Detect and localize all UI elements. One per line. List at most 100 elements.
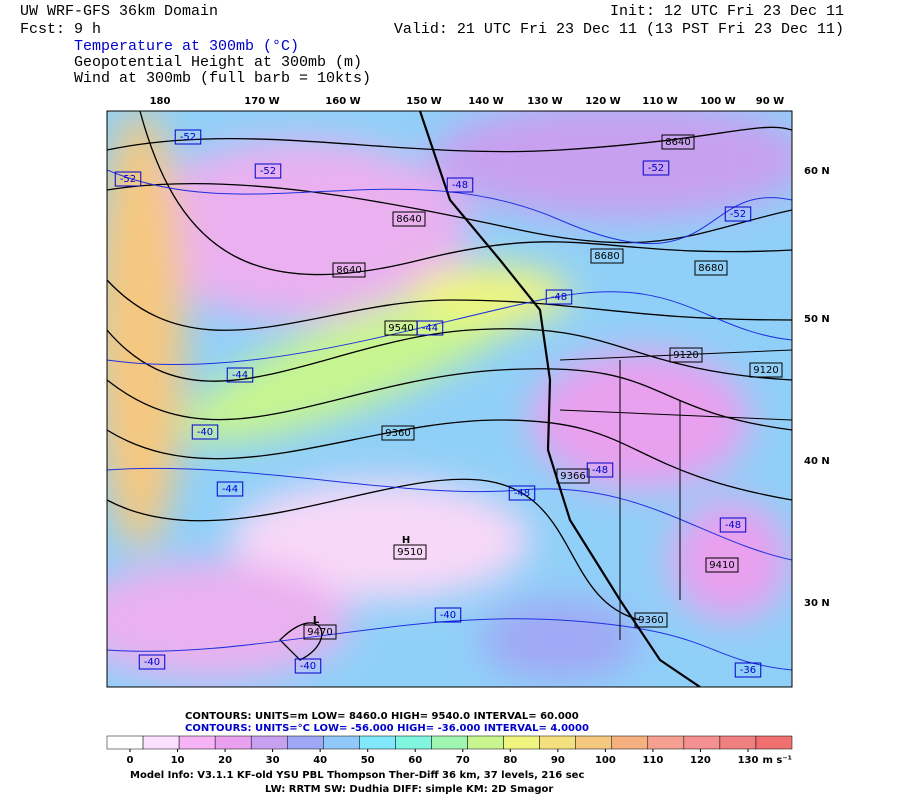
title: UW WRF-GFS 36km Domain bbox=[20, 3, 218, 20]
temp-label-box bbox=[216, 481, 244, 497]
colorbar-swatch bbox=[683, 735, 721, 750]
temp-label-box bbox=[434, 607, 462, 623]
field-label: Wind at 300mb (full barb = 10kts) bbox=[74, 70, 371, 87]
colorbar-tick-label: 10 bbox=[171, 755, 185, 766]
field-label: Geopotential Height at 300mb (m) bbox=[74, 54, 362, 71]
colorbar-units: m s⁻¹ bbox=[762, 755, 792, 766]
colorbar-tick-label: 20 bbox=[218, 755, 232, 766]
temp-label-box bbox=[446, 177, 474, 193]
colorbar-tick-label: 100 bbox=[595, 755, 616, 766]
temp-label-box bbox=[719, 517, 747, 533]
temp-label-box bbox=[508, 485, 536, 501]
lat-label: 50 N bbox=[804, 314, 830, 325]
temp-label: -52 bbox=[260, 166, 276, 177]
height-label-box bbox=[705, 557, 739, 573]
height-label-box bbox=[669, 347, 703, 363]
colorbar-tick-label: 60 bbox=[408, 755, 422, 766]
height-label: 8640 bbox=[396, 214, 421, 225]
height-label: 8680 bbox=[594, 251, 619, 262]
field-label: Temperature at 300mb (°C) bbox=[74, 38, 299, 55]
height-label-box bbox=[392, 211, 426, 227]
temp-label: -48 bbox=[551, 292, 567, 303]
temp-label-box bbox=[191, 424, 219, 440]
temp-label: -52 bbox=[730, 209, 746, 220]
colorbar-tick-label: 80 bbox=[503, 755, 517, 766]
lat-label: 40 N bbox=[804, 456, 830, 467]
lat-label: 60 N bbox=[804, 166, 830, 177]
lon-label: 110 W bbox=[642, 96, 677, 107]
height-label-box bbox=[393, 544, 427, 560]
lon-label: 160 W bbox=[325, 96, 360, 107]
temp-label-box bbox=[416, 320, 444, 336]
temp-label: -48 bbox=[452, 180, 468, 191]
colorbar-swatch bbox=[503, 735, 540, 750]
lon-label: 100 W bbox=[700, 96, 735, 107]
valid-time: Valid: 21 UTC Fri 23 Dec 11 (13 PST Fri … bbox=[394, 21, 844, 38]
colorbar-tick-label: 30 bbox=[266, 755, 280, 766]
colorbar-swatch bbox=[142, 735, 180, 750]
temp-label: -40 bbox=[144, 657, 160, 668]
colorbar-swatch bbox=[611, 735, 649, 750]
height-label-box bbox=[694, 260, 728, 276]
height-label: 9540 bbox=[388, 323, 413, 334]
temp-label: -48 bbox=[725, 520, 741, 531]
height-label: 9510 bbox=[397, 547, 422, 558]
temp-label-box bbox=[734, 662, 762, 678]
temp-label-box bbox=[642, 160, 670, 176]
map-field bbox=[107, 111, 792, 687]
colorbar-swatch bbox=[575, 735, 612, 750]
colorbar-swatch bbox=[539, 735, 576, 750]
colorbar-swatch bbox=[359, 735, 396, 750]
map-frame bbox=[106, 110, 793, 688]
temp-label: -48 bbox=[592, 465, 608, 476]
colorbar-swatch bbox=[647, 735, 685, 750]
temp-label-box bbox=[724, 206, 752, 222]
forecast-hour: Fcst: 9 h bbox=[20, 21, 101, 38]
colorbar-tick-label: 50 bbox=[361, 755, 375, 766]
temp-label: -40 bbox=[440, 610, 456, 621]
temp-label-box bbox=[294, 658, 322, 674]
lon-label: 140 W bbox=[468, 96, 503, 107]
colorbar-tick-label: 130 bbox=[738, 755, 759, 766]
temp-label: -52 bbox=[180, 132, 196, 143]
temp-label: -52 bbox=[120, 174, 136, 185]
height-label-box bbox=[749, 362, 783, 378]
height-label: 9410 bbox=[709, 560, 734, 571]
height-label: 9120 bbox=[753, 365, 778, 376]
colorbar-swatch bbox=[395, 735, 432, 750]
temp-label-box bbox=[114, 171, 142, 187]
temp-label-box bbox=[138, 654, 166, 670]
colorbar-tick-label: 90 bbox=[551, 755, 565, 766]
temp-label: -40 bbox=[300, 661, 316, 672]
lon-label: 90 W bbox=[756, 96, 784, 107]
height-label-box bbox=[634, 612, 668, 628]
colorbar-swatch bbox=[323, 735, 360, 750]
height-label-box bbox=[303, 624, 337, 640]
temp-label-box bbox=[226, 367, 254, 383]
colorbar-swatch bbox=[467, 735, 504, 750]
temp-label-box bbox=[586, 462, 614, 478]
colorbar-tick-label: 70 bbox=[456, 755, 470, 766]
temp-label-box bbox=[174, 129, 202, 145]
temp-label: -48 bbox=[514, 488, 530, 499]
colorbar-swatch bbox=[287, 735, 324, 750]
contour-info: CONTOURS: UNITS=m LOW= 8460.0 HIGH= 9540… bbox=[185, 711, 579, 722]
temp-label: -52 bbox=[648, 163, 664, 174]
contour-info: CONTOURS: UNITS=°C LOW= -56.000 HIGH= -3… bbox=[185, 723, 589, 734]
colorbar-swatch bbox=[719, 735, 757, 750]
model-info: Model Info: V3.1.1 KF-old YSU PBL Thomps… bbox=[130, 770, 584, 781]
colorbar-swatch bbox=[755, 735, 793, 750]
high-marker: H bbox=[402, 535, 410, 546]
height-label-box bbox=[590, 248, 624, 264]
lon-label: 170 W bbox=[244, 96, 279, 107]
temp-label: -36 bbox=[740, 665, 756, 676]
temp-label: -40 bbox=[197, 427, 213, 438]
model-info: LW: RRTM SW: Dudhia DIFF: simple KM: 2D … bbox=[265, 784, 553, 795]
colorbar-swatch bbox=[250, 735, 288, 750]
colorbar-swatch bbox=[431, 735, 468, 750]
height-label-box bbox=[381, 425, 415, 441]
height-label: 9366 bbox=[560, 471, 585, 482]
init-time: Init: 12 UTC Fri 23 Dec 11 bbox=[610, 3, 844, 20]
